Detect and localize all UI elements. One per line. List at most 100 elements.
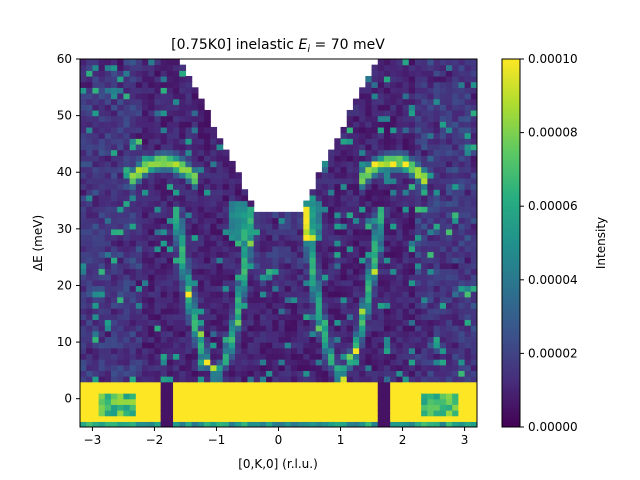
heatmap-cell xyxy=(123,143,131,151)
heatmap-cell xyxy=(352,268,360,275)
heatmap-cell xyxy=(352,160,360,168)
heatmap-cell xyxy=(272,211,280,219)
heatmap-cell xyxy=(173,172,180,179)
heatmap-cell xyxy=(458,104,466,111)
heatmap-cell xyxy=(278,415,286,422)
heatmap-cell xyxy=(452,359,459,366)
heatmap-cell xyxy=(414,251,422,258)
heatmap-cell xyxy=(371,245,379,253)
heatmap-cell xyxy=(328,172,335,179)
heatmap-cell xyxy=(346,194,354,202)
heatmap-cell xyxy=(92,104,100,111)
heatmap-cell xyxy=(80,189,87,196)
heatmap-cell xyxy=(445,257,453,264)
heatmap-cell xyxy=(185,206,193,213)
heatmap-cell xyxy=(241,194,249,202)
heatmap-cell xyxy=(98,194,106,202)
heatmap-cell xyxy=(340,206,348,213)
heatmap-cell xyxy=(216,234,224,241)
heatmap-cell xyxy=(439,325,447,332)
heatmap-cell xyxy=(433,393,441,400)
heatmap-cell xyxy=(315,313,323,321)
heatmap-cell xyxy=(290,393,298,400)
heatmap-cell xyxy=(328,308,335,315)
heatmap-cell xyxy=(160,325,168,332)
heatmap-cell xyxy=(414,223,422,230)
heatmap-cell xyxy=(185,126,193,134)
heatmap-cell xyxy=(142,257,149,264)
heatmap-cell xyxy=(173,138,180,145)
heatmap-cell xyxy=(359,336,366,343)
heatmap-cell xyxy=(123,64,131,71)
heatmap-cell xyxy=(464,410,472,417)
heatmap-cell xyxy=(278,370,286,377)
heatmap-cell xyxy=(104,160,112,168)
heatmap-cell xyxy=(452,347,459,354)
heatmap-cell xyxy=(123,92,131,100)
heatmap-cell xyxy=(352,415,360,422)
heatmap-cell xyxy=(135,359,143,366)
heatmap-cell xyxy=(383,296,391,304)
heatmap-cell xyxy=(104,132,112,139)
heatmap-cell xyxy=(92,234,100,241)
heatmap-cell xyxy=(290,257,298,264)
heatmap-cell xyxy=(396,279,404,287)
heatmap-cell xyxy=(154,393,162,400)
heatmap-cell xyxy=(321,200,329,207)
heatmap-cell xyxy=(464,398,472,405)
heatmap-cell xyxy=(334,415,342,422)
heatmap-cell xyxy=(86,325,93,332)
heatmap-cell xyxy=(117,138,125,145)
heatmap-cell xyxy=(328,421,335,427)
heatmap-cell xyxy=(408,285,416,292)
heatmap-cell xyxy=(247,274,255,281)
heatmap-cell xyxy=(321,296,329,304)
heatmap-cell xyxy=(98,262,106,270)
heatmap-cell xyxy=(433,234,441,241)
heatmap-cell xyxy=(92,98,100,105)
heatmap-cell xyxy=(173,364,180,371)
heatmap-cell xyxy=(210,302,218,309)
heatmap-cell xyxy=(390,228,397,236)
heatmap-cell xyxy=(117,59,125,66)
heatmap-cell xyxy=(421,308,428,315)
heatmap-cell xyxy=(464,376,472,383)
heatmap-cell xyxy=(241,211,249,219)
heatmap-cell xyxy=(371,285,379,292)
heatmap-cell xyxy=(98,387,106,394)
heatmap-cell xyxy=(421,393,428,400)
heatmap-cell xyxy=(371,121,379,128)
heatmap-cell xyxy=(98,70,106,77)
heatmap-cell xyxy=(148,319,156,326)
heatmap-cell xyxy=(278,257,286,264)
heatmap-cell xyxy=(129,70,137,77)
heatmap-cell xyxy=(383,87,391,94)
heatmap-cell xyxy=(135,415,143,422)
heatmap-cell xyxy=(104,166,112,173)
heatmap-cell xyxy=(321,234,329,241)
heatmap-cell xyxy=(148,376,156,383)
heatmap-cell xyxy=(421,376,428,383)
heatmap-cell xyxy=(185,319,193,326)
heatmap-cell xyxy=(452,302,459,309)
heatmap-cell xyxy=(439,98,447,105)
heatmap-cell xyxy=(390,75,397,83)
heatmap-cell xyxy=(278,296,286,304)
heatmap-cell xyxy=(458,285,466,292)
heatmap-cell xyxy=(402,155,410,162)
heatmap-cell xyxy=(309,410,317,417)
heatmap-cell xyxy=(142,296,149,304)
heatmap-cell xyxy=(414,342,422,349)
heatmap-cell xyxy=(154,75,162,83)
heatmap-cell xyxy=(309,302,317,309)
heatmap-cell xyxy=(241,228,249,236)
heatmap-cell xyxy=(241,285,249,292)
heatmap-cell xyxy=(80,228,87,236)
heatmap-cell xyxy=(396,342,404,349)
heatmap-cell xyxy=(470,138,477,145)
heatmap-cell xyxy=(427,308,435,315)
heatmap-cell xyxy=(464,183,472,190)
heatmap-cell xyxy=(129,296,137,304)
heatmap-cell xyxy=(92,194,100,202)
heatmap-cell xyxy=(253,347,261,354)
